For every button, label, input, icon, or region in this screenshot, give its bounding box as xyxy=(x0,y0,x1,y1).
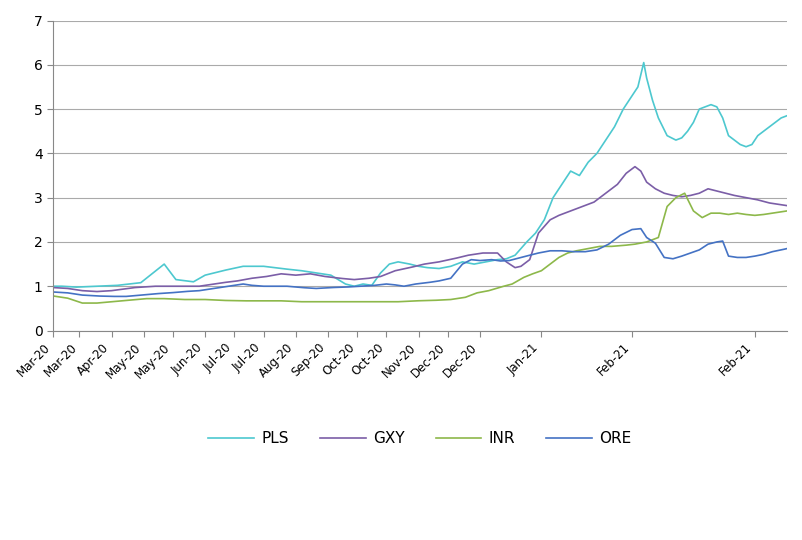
GXY xyxy=(782,202,792,209)
PLS xyxy=(63,284,72,290)
Line: INR: INR xyxy=(53,193,787,303)
Line: PLS: PLS xyxy=(53,63,787,287)
ORE xyxy=(519,253,529,260)
INR xyxy=(566,249,576,255)
INR xyxy=(270,298,280,304)
PLS xyxy=(566,168,576,174)
PLS xyxy=(639,59,649,66)
ORE xyxy=(270,283,280,289)
GXY xyxy=(519,261,529,267)
ORE xyxy=(633,226,642,232)
PLS xyxy=(71,284,81,291)
PLS xyxy=(519,242,529,248)
PLS xyxy=(782,112,792,119)
PLS xyxy=(771,119,780,126)
INR xyxy=(63,295,72,301)
GXY xyxy=(48,285,58,291)
Line: GXY: GXY xyxy=(53,167,787,292)
INR xyxy=(782,208,792,214)
PLS xyxy=(48,283,58,289)
INR xyxy=(633,240,642,247)
GXY xyxy=(92,288,102,295)
ORE xyxy=(107,293,116,300)
ORE xyxy=(48,289,58,295)
GXY xyxy=(636,168,646,174)
GXY xyxy=(630,164,640,170)
INR xyxy=(771,210,780,216)
ORE xyxy=(782,245,792,252)
Legend: PLS, GXY, INR, ORE: PLS, GXY, INR, ORE xyxy=(202,425,638,452)
ORE xyxy=(63,289,72,296)
INR xyxy=(78,300,87,306)
INR xyxy=(519,274,529,281)
ORE xyxy=(566,248,576,255)
INR xyxy=(680,190,690,197)
ORE xyxy=(636,225,646,232)
GXY xyxy=(270,272,280,278)
PLS xyxy=(633,84,642,90)
GXY xyxy=(771,201,780,207)
GXY xyxy=(63,285,72,292)
INR xyxy=(48,293,58,299)
ORE xyxy=(771,248,780,254)
PLS xyxy=(270,265,280,271)
Line: ORE: ORE xyxy=(53,228,787,296)
GXY xyxy=(566,208,576,214)
